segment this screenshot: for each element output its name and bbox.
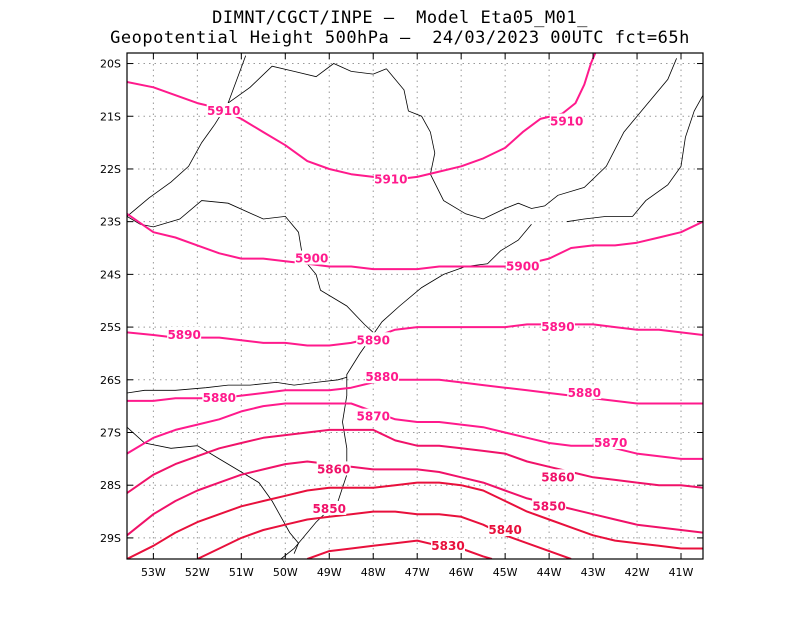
contour-label-bg (567, 384, 602, 399)
contour-label: 5890 (167, 328, 200, 342)
contour-line-5850 (127, 460, 703, 537)
x-tick-label: 41W (669, 566, 694, 579)
contour-label-bg (488, 522, 523, 537)
x-tick-label: 44W (537, 566, 562, 579)
border-line (127, 200, 374, 333)
contour-line-5890 (127, 323, 703, 347)
x-tick-label: 48W (361, 566, 386, 579)
x-tick-label: 53W (141, 566, 166, 579)
contour-label-bg (206, 102, 241, 117)
contour-line-5840 (127, 481, 703, 559)
contour-label: 5910 (374, 173, 407, 187)
contour-label: 5850 (313, 502, 346, 516)
contour-label: 5880 (365, 370, 398, 384)
contour-line-5830 (196, 510, 572, 559)
contour-line-5910 (127, 53, 597, 181)
contour-label: 5870 (594, 436, 627, 450)
x-tick-label: 51W (229, 566, 254, 579)
x-tick-label: 42W (625, 566, 650, 579)
contour-label: 5910 (207, 104, 240, 118)
x-tick-label: 45W (493, 566, 518, 579)
contour-label: 5900 (295, 252, 328, 266)
contour-label-bg (202, 390, 237, 405)
contour-label: 5870 (357, 410, 390, 424)
y-tick-label: 28S (100, 479, 121, 492)
map-title-line2: Geopotential Height 500hPa – 24/03/2023 … (110, 28, 690, 48)
y-tick-label: 29S (100, 532, 121, 545)
contour-line-unlabeled (306, 539, 493, 559)
contour-label-bg (430, 537, 465, 552)
axis-ticks: 53W 52W 51W 50W 49W 48W 47W 46W 45W 44W 43W 42W 41W 2… (100, 53, 703, 579)
contour-label-bg (312, 500, 347, 515)
contour-label: 5850 (532, 499, 565, 513)
border-line (127, 376, 347, 394)
contour-label-bg (593, 435, 628, 450)
contour-label-bg (505, 258, 540, 273)
contour-label: 5890 (541, 320, 574, 334)
contour-line-5860 (127, 428, 703, 494)
y-tick-label: 22S (100, 163, 121, 176)
contour-label-bg (356, 408, 391, 423)
map-title-line1: DIMNT/CGCT/INPE – Model Eta05_M01_ (212, 8, 588, 28)
contour-label-bg (294, 250, 329, 265)
border-line (127, 55, 247, 217)
contour-label-bg (549, 113, 584, 128)
contour-label: 5880 (203, 391, 236, 405)
x-tick-label: 43W (581, 566, 606, 579)
contour-label-bg (316, 461, 351, 476)
contour-label-bg (540, 319, 575, 334)
contour-lines (127, 53, 703, 559)
border-line (127, 426, 299, 554)
contour-label-bg (365, 369, 400, 384)
x-tick-label: 50W (273, 566, 298, 579)
x-tick-label: 49W (317, 566, 342, 579)
contour-label-bg (356, 332, 391, 347)
contour-label-bg (373, 171, 408, 186)
y-tick-label: 21S (100, 110, 121, 123)
contour-label-bg (540, 469, 575, 484)
border-line (227, 63, 387, 104)
contour-label: 5860 (541, 470, 574, 484)
contour-label-bg (167, 326, 202, 341)
x-tick-label: 47W (405, 566, 430, 579)
y-tick-label: 20S (100, 58, 121, 71)
contour-label-bg (532, 498, 567, 513)
border-line (566, 95, 703, 223)
contour-label: 5910 (550, 115, 583, 129)
contour-label: 5900 (506, 259, 539, 273)
contour-labels: 5910 5910 5910 5900 5900 5890 5890 5890 5880 5880… (167, 102, 628, 553)
map-frame (126, 52, 704, 560)
x-tick-label: 46W (449, 566, 474, 579)
y-tick-label: 27S (100, 427, 121, 440)
y-tick-label: 24S (100, 268, 121, 281)
contour-label: 5890 (357, 333, 390, 347)
contour-line-5900 (127, 212, 703, 271)
border-line (386, 58, 677, 220)
y-tick-label: 25S (100, 321, 121, 334)
x-tick-label: 52W (185, 566, 210, 579)
contour-label: 5840 (488, 523, 521, 537)
contour-label: 5830 (431, 539, 464, 553)
y-tick-label: 26S (100, 374, 121, 387)
contour-label: 5860 (317, 462, 350, 476)
contour-label: 5880 (568, 386, 601, 400)
y-tick-label: 23S (100, 216, 121, 229)
